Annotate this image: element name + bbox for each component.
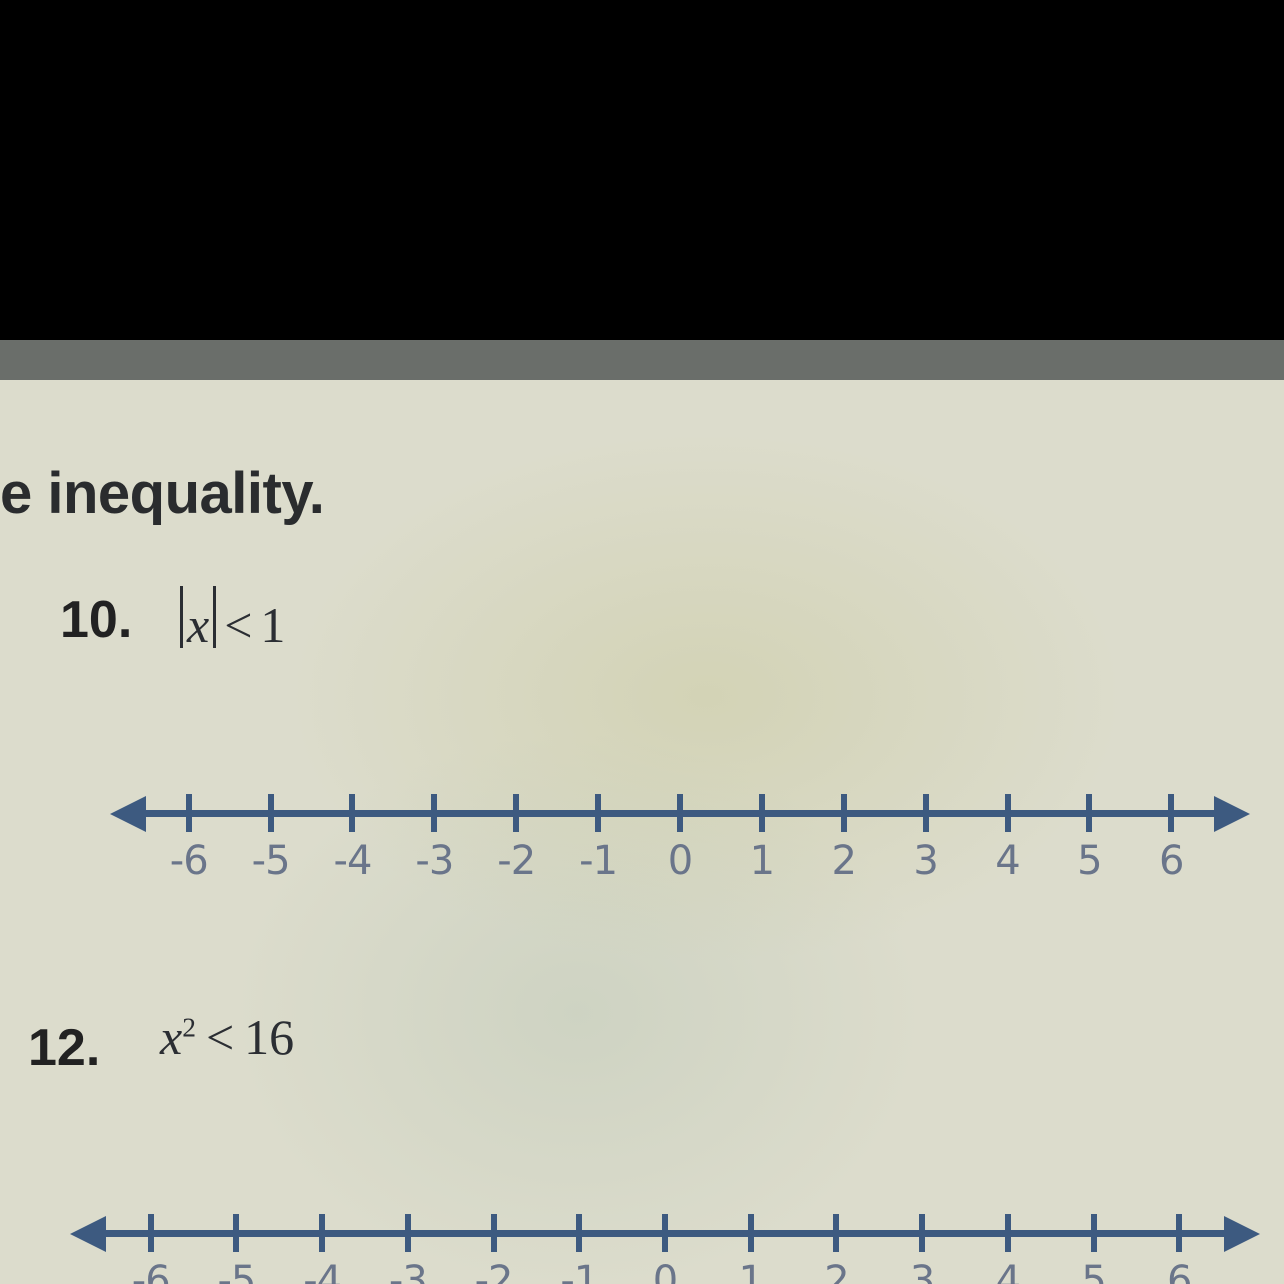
tick-label: 4 [996, 1258, 1020, 1284]
tick-mark [841, 794, 847, 832]
tick-mark [349, 794, 355, 832]
problem-10-number: 10. [60, 590, 132, 650]
tick-label: -3 [389, 1258, 427, 1284]
tick-label: 6 [1167, 1258, 1191, 1284]
problem-10-numberline: -6 -5 -4 -3 -2 -1 0 1 2 3 4 5 6 [110, 810, 1250, 890]
tick-label: 0 [668, 838, 692, 884]
problem-12-number: 12. [28, 1018, 100, 1078]
problem-10-expression: x<1 [180, 580, 285, 654]
tick-label: -1 [579, 838, 617, 884]
gray-divider-band [0, 340, 1284, 380]
tick-mark [923, 794, 929, 832]
tick-label: 1 [750, 838, 774, 884]
arrow-right-icon [1224, 1216, 1260, 1252]
tick-label: -4 [334, 838, 372, 884]
tick-label: 1 [738, 1258, 762, 1284]
tick-mark [319, 1214, 325, 1252]
rhs-value: 1 [260, 597, 285, 653]
abs-bar-right-icon [213, 586, 216, 648]
section-heading: e inequality. [0, 460, 324, 527]
tick-label: -6 [132, 1258, 170, 1284]
tick-mark [595, 794, 601, 832]
tick-mark [233, 1214, 239, 1252]
tick-mark [748, 1214, 754, 1252]
tick-label: -4 [303, 1258, 341, 1284]
worksheet-content: e inequality. 10. x<1 -6-5-4-3-2-1012345… [0, 380, 1284, 1284]
tick-mark [148, 1214, 154, 1252]
tick-label: -2 [497, 838, 535, 884]
tick-label: 5 [1077, 838, 1101, 884]
tick-label: -1 [560, 1258, 598, 1284]
tick-mark [513, 794, 519, 832]
operator-lt: < [196, 1009, 244, 1065]
tick-label: 6 [1159, 838, 1183, 884]
arrow-right-icon [1214, 796, 1250, 832]
black-top-band [0, 0, 1284, 340]
tick-mark [662, 1214, 668, 1252]
operator-lt: < [216, 597, 260, 653]
exponent: 2 [182, 1011, 196, 1042]
variable-x: x [183, 597, 213, 653]
rhs-value: 16 [244, 1009, 294, 1065]
tick-label: -3 [415, 838, 453, 884]
tick-mark [677, 794, 683, 832]
tick-label: -5 [252, 838, 290, 884]
tick-mark [833, 1214, 839, 1252]
tick-label: 5 [1081, 1258, 1105, 1284]
tick-label: -6 [170, 838, 208, 884]
tick-mark [186, 794, 192, 832]
problem-12-numberline: -6 -5 -4 -3 -2 -1 0 1 2 3 4 5 6 [70, 1230, 1260, 1284]
tick-mark [405, 1214, 411, 1252]
tick-mark [431, 794, 437, 832]
tick-label: 2 [824, 1258, 848, 1284]
arrow-left-icon [70, 1216, 106, 1252]
tick-label: -5 [217, 1258, 255, 1284]
tick-mark [268, 794, 274, 832]
arrow-left-icon [110, 796, 146, 832]
tick-mark [1005, 1214, 1011, 1252]
tick-mark [919, 1214, 925, 1252]
tick-mark [491, 1214, 497, 1252]
tick-mark [576, 1214, 582, 1252]
tick-mark [1176, 1214, 1182, 1252]
tick-mark [1086, 794, 1092, 832]
variable-x: x [160, 1009, 182, 1065]
problem-12-expression: x2<16 [160, 1008, 294, 1066]
tick-label: 4 [995, 838, 1019, 884]
tick-mark [1168, 794, 1174, 832]
tick-label: 0 [653, 1258, 677, 1284]
tick-label: 3 [910, 1258, 934, 1284]
tick-mark [1005, 794, 1011, 832]
tick-mark [759, 794, 765, 832]
abs-bar-left-icon [180, 586, 183, 648]
tick-label: 2 [832, 838, 856, 884]
tick-mark [1091, 1214, 1097, 1252]
tick-label: -2 [475, 1258, 513, 1284]
tick-label: 3 [913, 838, 937, 884]
